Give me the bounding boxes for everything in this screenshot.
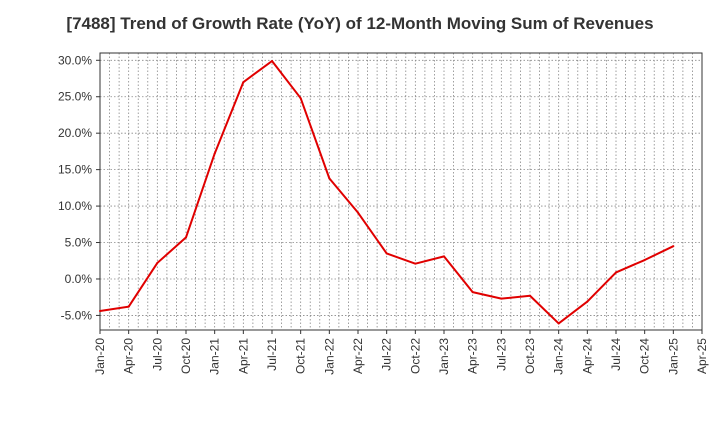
y-tick-label: 10.0% (58, 199, 92, 213)
x-tick-label: Oct-22 (408, 338, 422, 374)
data-point (615, 271, 617, 274)
data-point (213, 152, 216, 155)
data-point (414, 262, 417, 265)
x-tick-label: Jul-21 (265, 338, 279, 371)
data-point (443, 255, 445, 258)
x-tick-label: Jul-24 (609, 338, 623, 371)
chart-title: [7488] Trend of Growth Rate (YoY) of 12-… (66, 14, 654, 33)
data-point (127, 305, 130, 308)
y-tick-label: 20.0% (58, 126, 92, 140)
data-point (643, 259, 646, 262)
x-tick-label: Jan-20 (93, 338, 107, 375)
data-point (357, 211, 359, 214)
data-point (672, 245, 675, 248)
x-tick-label: Apr-22 (351, 338, 365, 374)
data-point (156, 261, 159, 264)
data-point (299, 97, 302, 100)
data-point (529, 294, 531, 297)
x-tick-label: Jan-22 (322, 338, 336, 375)
y-tick-label: 15.0% (58, 163, 92, 177)
x-tick-label: Oct-21 (294, 338, 308, 374)
x-tick-label: Apr-24 (580, 338, 594, 374)
plot-area-frame (99, 52, 703, 331)
y-tick-label: 25.0% (58, 90, 92, 104)
data-point (500, 297, 503, 300)
data-point (328, 177, 331, 180)
y-tick-label: -5.0% (61, 308, 93, 322)
data-point (185, 236, 187, 239)
x-tick-label: Jul-20 (150, 338, 164, 371)
x-tick-label: Jan-23 (437, 338, 451, 375)
data-point (242, 81, 245, 84)
data-point (557, 322, 560, 325)
x-tick-label: Jul-23 (494, 338, 508, 371)
x-tick-label: Oct-20 (179, 338, 193, 374)
x-tick-label: Jan-25 (666, 338, 680, 375)
x-tick-label: Apr-25 (695, 338, 709, 374)
y-tick-label: 0.0% (65, 272, 93, 286)
data-point (99, 310, 101, 313)
data-point (385, 252, 388, 255)
x-tick-label: Oct-24 (638, 338, 652, 374)
x-tick-label: Oct-23 (523, 338, 537, 374)
data-point (271, 60, 273, 63)
x-tick-label: Apr-21 (236, 338, 250, 374)
data-point (471, 291, 474, 294)
y-tick-label: 5.0% (65, 236, 93, 250)
data-point (586, 300, 589, 303)
x-tick-label: Jul-22 (380, 338, 394, 371)
x-tick-label: Apr-20 (122, 338, 136, 374)
x-tick-label: Apr-23 (466, 338, 480, 374)
y-tick-label: 30.0% (58, 53, 92, 67)
x-tick-label: Jan-24 (552, 338, 566, 375)
x-tick-label: Jan-21 (208, 338, 222, 375)
